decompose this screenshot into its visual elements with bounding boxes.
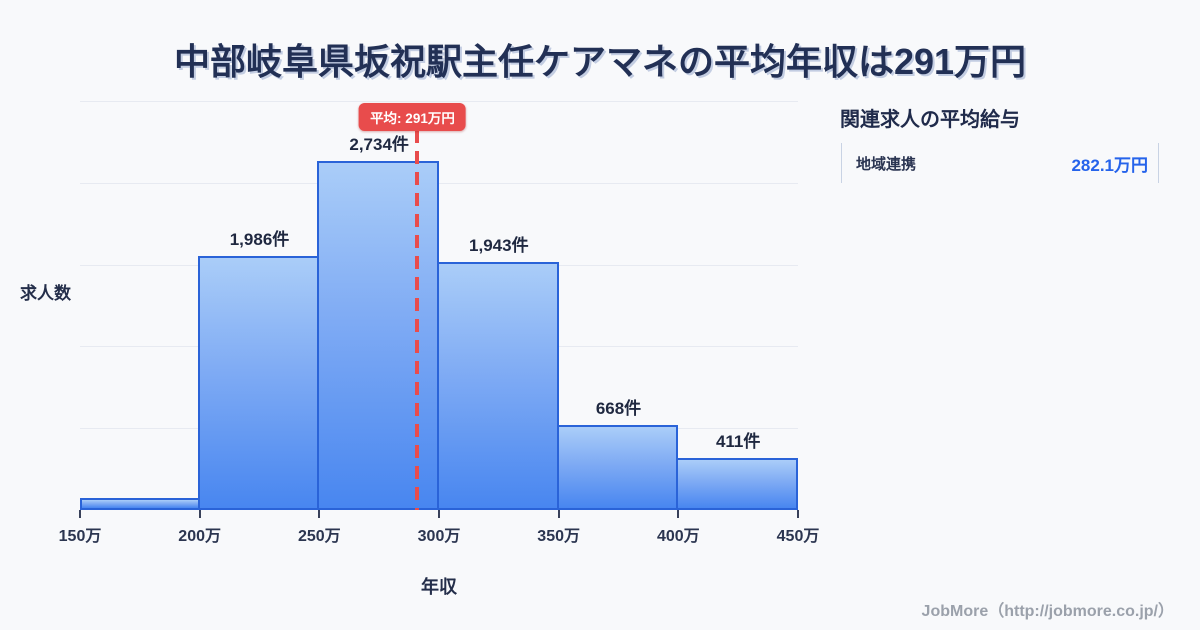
x-axis-label: 年収 [421, 577, 457, 597]
y-axis-label: 求人数 [20, 284, 71, 303]
bar [556, 424, 679, 510]
x-tick-label: 450万 [776, 528, 820, 545]
gridline [80, 101, 798, 102]
bar-value-label: 1,986件 [229, 230, 290, 250]
mean-badge: 平均: 291万円 [359, 103, 466, 131]
bar [317, 161, 439, 510]
tick-mark [677, 510, 680, 518]
related-job-label: 地域連携 [856, 155, 917, 173]
tick-mark [79, 510, 81, 518]
page-title: 中部岐阜県坂祝駅主任ケアマネの平均年収は291万円 [173, 41, 1027, 82]
tick-mark [438, 510, 440, 518]
tick-mark [318, 510, 321, 518]
tick-mark [797, 510, 799, 518]
bar-value-label: 411件 [715, 431, 761, 451]
salary-histogram: 1,986件 2,734件 1,943件 668件 411件 150万 200万 250万 30… [59, 101, 819, 545]
x-tick-label: 200万 [178, 528, 222, 545]
bar-value-label: 668件 [595, 398, 642, 418]
bar [80, 498, 200, 510]
side-panel-row: 地域連携 282.1万円 [841, 143, 1159, 183]
x-tick-label: 400万 [656, 528, 700, 545]
bar-value-label: 1,943件 [469, 235, 529, 255]
tick-mark [198, 510, 201, 518]
bar [676, 457, 798, 510]
x-tick-label: 350万 [537, 528, 581, 545]
x-tick-label: 300万 [417, 528, 461, 545]
tick-mark [557, 510, 560, 518]
x-tick-label: 250万 [297, 528, 341, 545]
x-tick-label: 150万 [58, 528, 102, 545]
gridline [80, 182, 798, 184]
related-job-value: 282.1万円 [1071, 155, 1148, 175]
bar-value-label: 2,734件 [349, 135, 409, 154]
bar [197, 256, 320, 510]
footer-credit: JobMore（http://jobmore.co.jp/） [921, 603, 1174, 620]
side-panel-title: 関連求人の平均給与 [840, 109, 1020, 131]
mean-line [415, 130, 420, 510]
bar [437, 261, 559, 510]
